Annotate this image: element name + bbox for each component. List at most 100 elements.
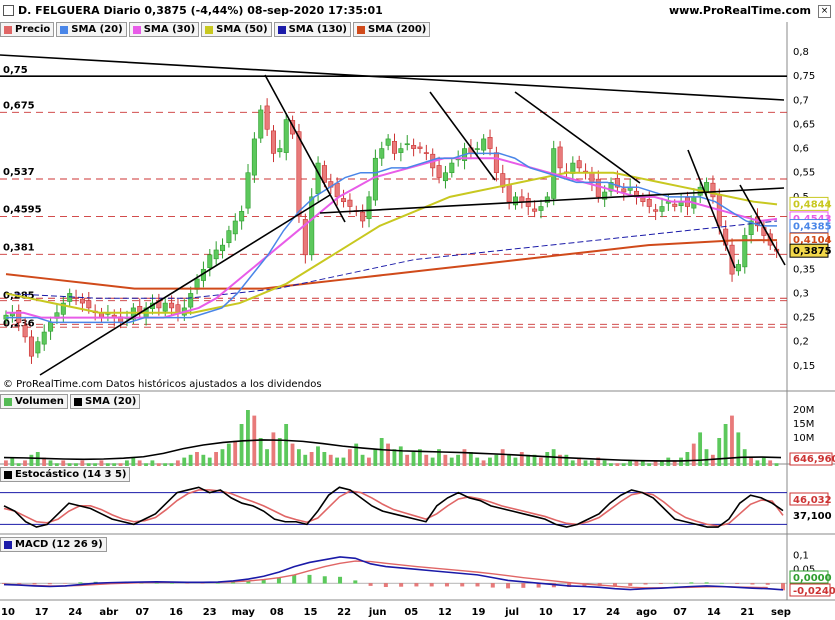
volume-bar — [456, 454, 461, 466]
volume-bar — [86, 463, 91, 466]
price-tick-label: 0,55 — [793, 168, 815, 179]
volume-tick-label: 15M — [793, 419, 814, 430]
candle — [519, 196, 525, 202]
legend-item[interactable]: Estocástico (14 3 5) — [0, 467, 131, 482]
legend-label: MACD (12 26 9) — [15, 539, 103, 550]
x-tick-label: 24 — [606, 607, 620, 618]
legend-item[interactable]: SMA (50) — [201, 22, 272, 37]
x-tick-label: 07 — [673, 607, 687, 618]
window-icon[interactable] — [3, 5, 14, 16]
volume-bar — [526, 454, 531, 466]
x-tick-label: 16 — [169, 607, 183, 618]
volume-bar — [488, 457, 492, 466]
candle — [366, 196, 372, 219]
volume-bar — [507, 454, 511, 466]
candle — [742, 235, 748, 268]
volume-bar — [589, 460, 594, 466]
volume-bar — [373, 449, 378, 466]
legend-item[interactable]: SMA (130) — [273, 22, 351, 37]
macd-histogram-bar — [353, 580, 358, 584]
x-tick-label: 08 — [270, 607, 284, 618]
volume-bar — [125, 460, 129, 466]
volume-bar — [481, 460, 486, 466]
price-tick-label: 0,6 — [793, 144, 809, 155]
legend-swatch — [73, 397, 82, 406]
macd-histogram-bar — [63, 583, 68, 584]
price-tick-label: 0,75 — [793, 71, 815, 82]
volume-bar — [277, 438, 282, 466]
volume-bar — [468, 452, 473, 466]
candle — [442, 172, 448, 182]
volume-bar — [271, 432, 276, 466]
candle — [659, 206, 665, 212]
legend-item[interactable]: Precio — [0, 22, 55, 37]
candle — [385, 138, 391, 146]
sma30-line — [6, 157, 778, 319]
volume-bar — [201, 454, 206, 466]
close-icon[interactable]: × — [818, 5, 831, 18]
volume-bar — [424, 454, 429, 466]
volume-bar — [144, 463, 148, 466]
volume-bar — [118, 463, 123, 466]
candle — [360, 211, 366, 222]
volume-bar — [411, 452, 416, 466]
macd-histogram-bar — [170, 582, 175, 584]
price-tick-label: 0,65 — [793, 119, 815, 130]
x-tick-label: 07 — [135, 607, 149, 618]
brand-link[interactable]: www.ProRealTime.com — [668, 4, 811, 17]
legend-item[interactable]: SMA (30) — [128, 22, 200, 37]
macd-histogram-bar — [719, 582, 724, 584]
macd-badge-label: 0,0000 — [793, 573, 832, 584]
volume-bar — [347, 449, 352, 466]
volume-bar — [749, 457, 753, 466]
legend-item[interactable]: MACD (12 26 9) — [0, 537, 107, 552]
volume-bar — [67, 463, 72, 466]
macd-histogram-bar — [78, 582, 83, 584]
candle — [506, 184, 512, 202]
volume-bar — [182, 457, 187, 466]
volume-bar — [698, 432, 703, 466]
volume-bar — [615, 463, 620, 466]
volume-bar — [437, 449, 441, 466]
volume-bar — [398, 446, 403, 466]
candle — [79, 298, 85, 304]
macd-histogram-bar — [231, 582, 236, 584]
legend-item[interactable]: Volumen — [0, 394, 68, 409]
candle — [538, 206, 544, 211]
volume-bar — [328, 454, 333, 466]
legend-item[interactable]: SMA (200) — [352, 22, 431, 37]
volume-bar — [647, 463, 652, 466]
sma130-line — [5, 220, 778, 299]
legend-item[interactable]: SMA (20) — [56, 22, 127, 37]
macd-line — [3, 556, 784, 591]
volume-bar — [659, 460, 664, 466]
level-label: 0,537 — [3, 167, 35, 178]
macd-tick-label: 0,05 — [793, 564, 815, 575]
macd-histogram-bar — [429, 583, 434, 587]
volume-bar — [392, 449, 397, 466]
candle — [60, 302, 66, 315]
candle — [391, 141, 397, 154]
candle — [232, 220, 238, 235]
macd-histogram-bar — [276, 577, 281, 584]
stoch-line — [3, 486, 784, 528]
volume-bar — [723, 424, 728, 466]
level-label: 0,381 — [3, 242, 35, 253]
candle — [309, 196, 315, 256]
trend-line — [514, 91, 641, 184]
volume-bar — [74, 463, 78, 466]
x-tick-label: 17 — [35, 607, 49, 618]
price-badge-label: 0,4104 — [793, 235, 832, 246]
volume-bar — [545, 452, 550, 466]
x-tick-label: 22 — [337, 607, 351, 618]
candle — [608, 182, 614, 192]
volume-bar — [386, 443, 390, 466]
macd-histogram-bar — [612, 583, 617, 587]
volume-badge — [789, 452, 833, 466]
legend-swatch — [205, 25, 214, 34]
volume-bar — [246, 410, 250, 466]
price-tick-label: 0,15 — [793, 361, 815, 372]
legend-item[interactable]: SMA (20) — [69, 394, 141, 409]
volume-bar — [360, 454, 365, 466]
